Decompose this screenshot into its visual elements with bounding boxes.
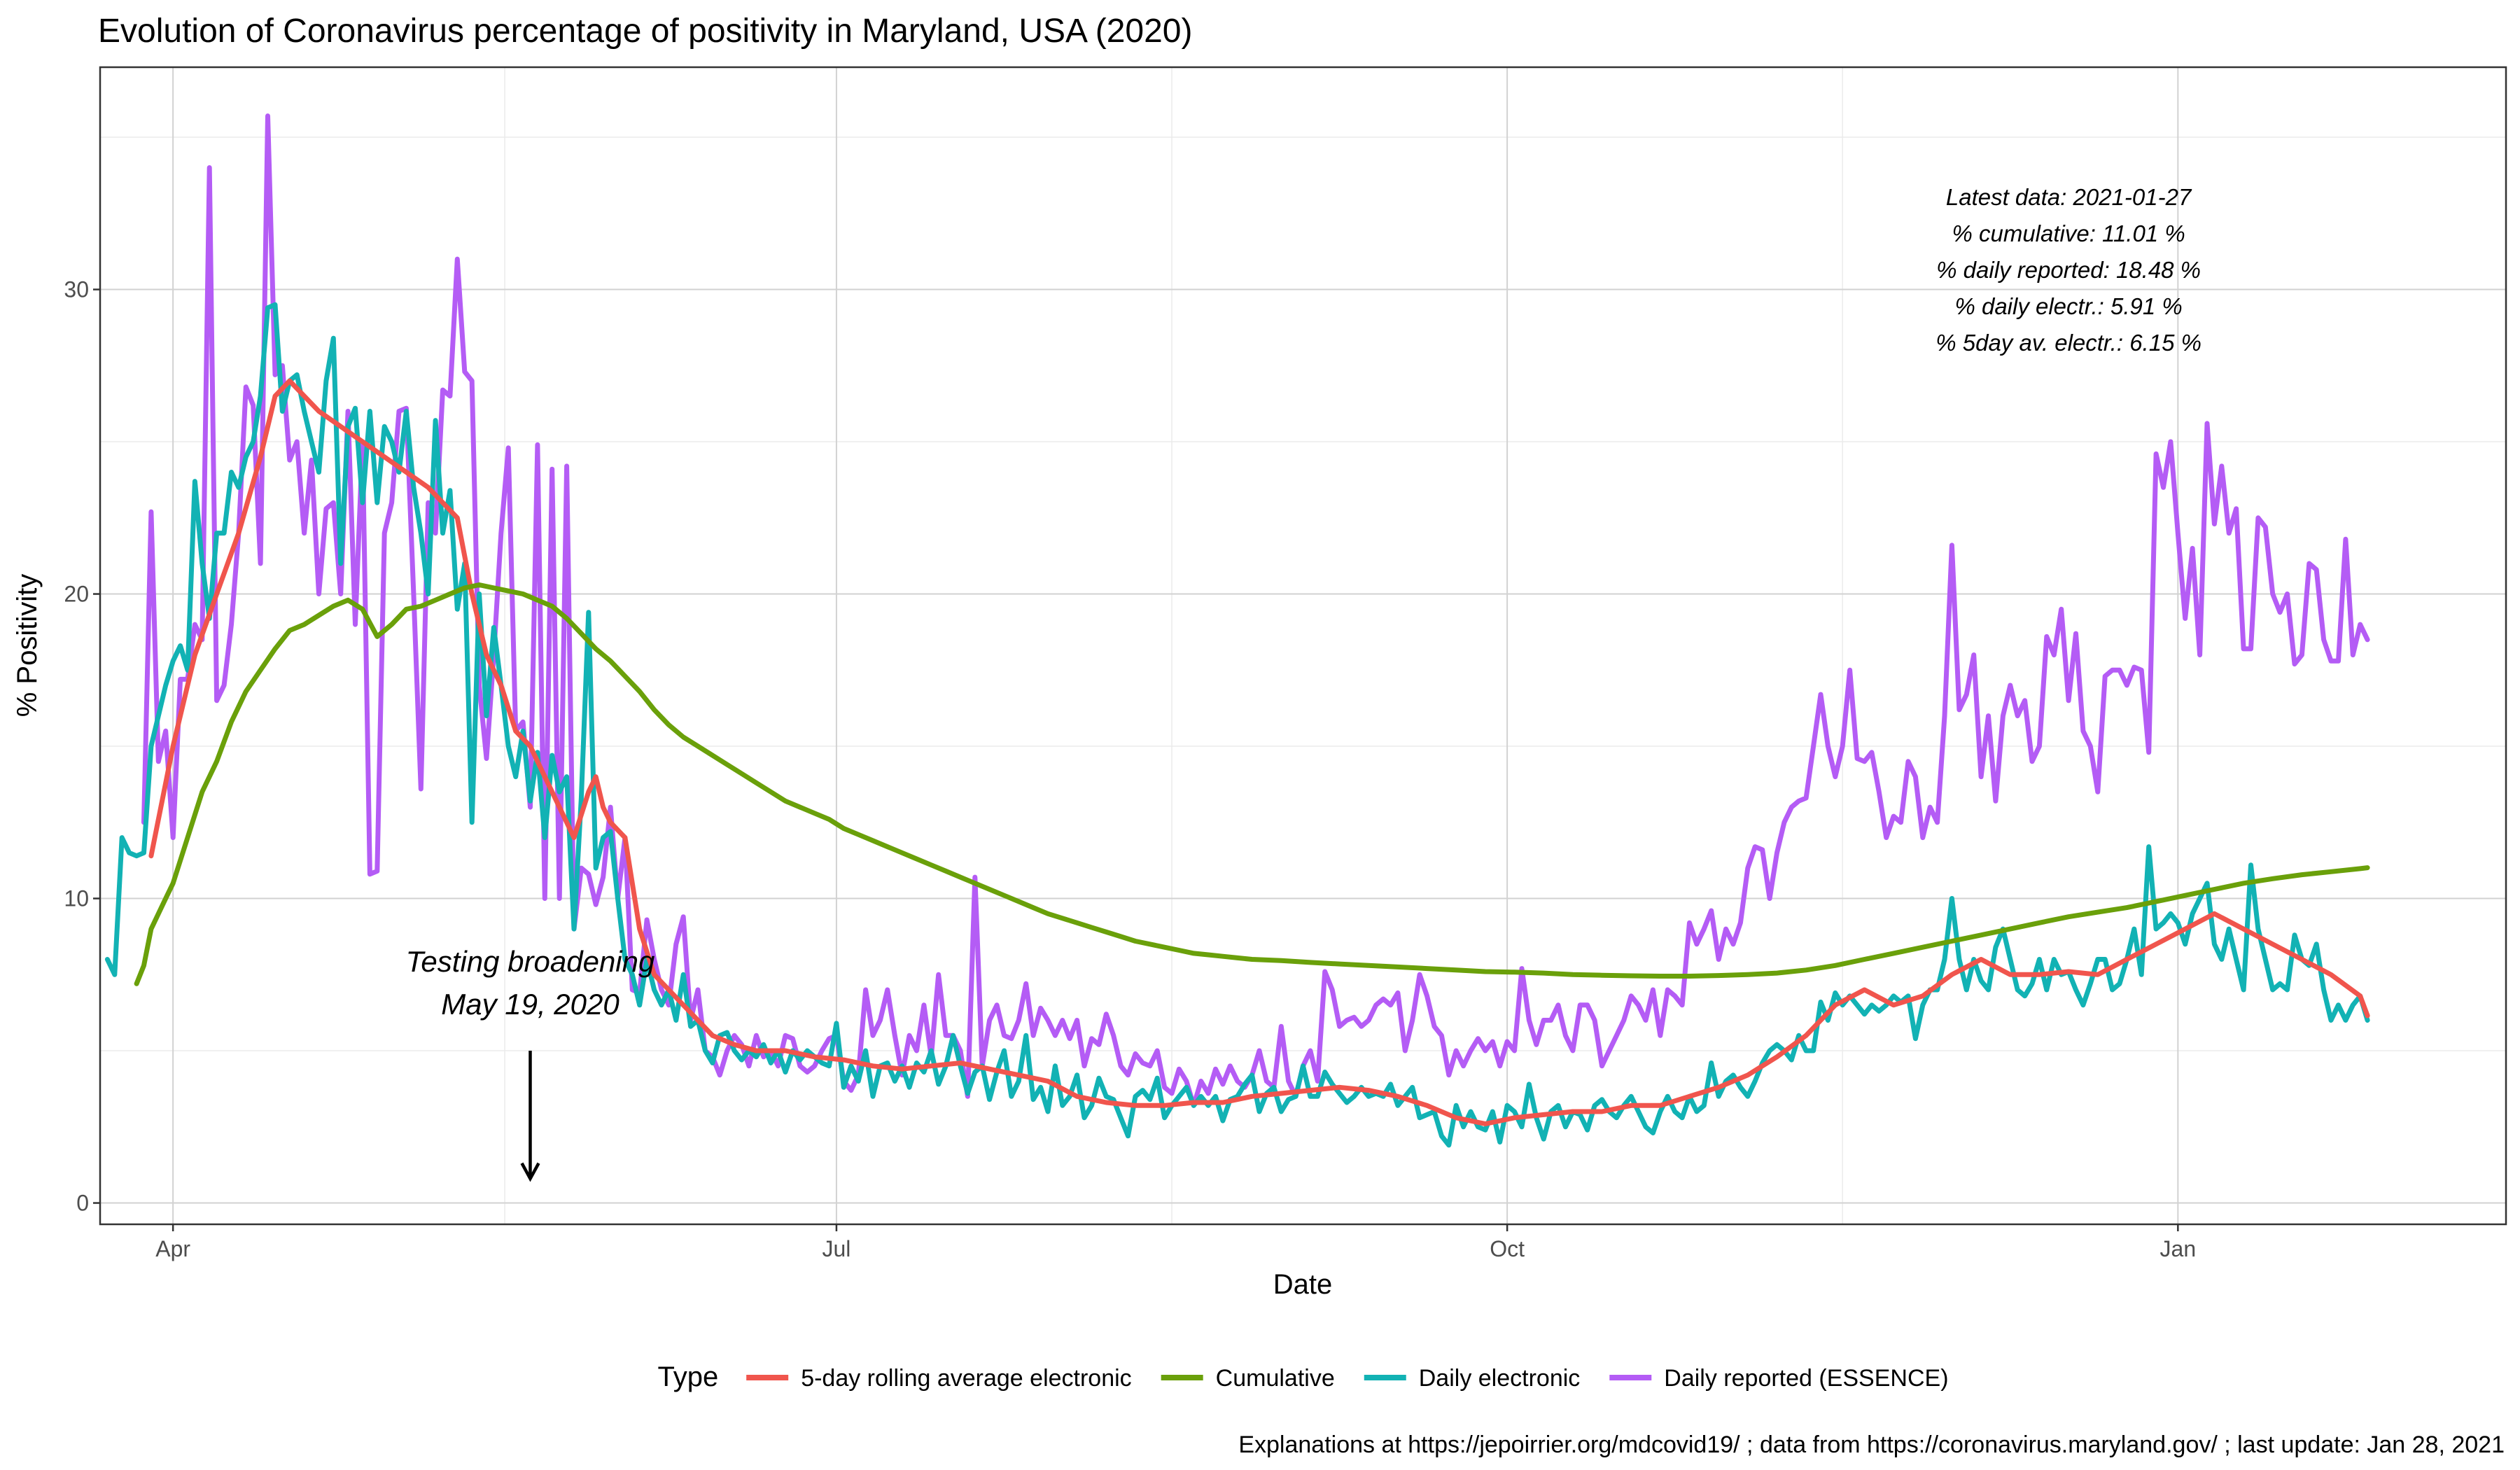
legend-label: Daily electronic — [1419, 1365, 1581, 1392]
stats-line: % daily electr.: 5.91 % — [1954, 293, 2182, 319]
legend-title: Type — [657, 1362, 718, 1392]
stats-line: Latest data: 2021-01-27 — [1946, 184, 2192, 210]
caption: Explanations at https://jepoirrier.org/m… — [1238, 1432, 2505, 1458]
legend: Type 5-day rolling average electronic Cum… — [657, 1362, 1948, 1392]
plot-panel — [100, 67, 2506, 1224]
y-tick-label: 30 — [64, 277, 89, 302]
x-axis: Apr Jul Oct Jan — [155, 1224, 2196, 1261]
chart-title: Evolution of Coronavirus percentage of p… — [98, 13, 1192, 50]
grid — [100, 67, 2506, 1224]
x-tick-label: Oct — [1490, 1236, 1525, 1261]
legend-label: Cumulative — [1216, 1365, 1335, 1392]
latest-stats: Latest data: 2021-01-27 % cumulative: 11.… — [1935, 184, 2202, 356]
series-layer — [104, 113, 2370, 1148]
event-annotation-line-1: Testing broadening — [406, 945, 655, 978]
legend-label: Daily reported (ESSENCE) — [1664, 1365, 1948, 1392]
series-line-daily-electronic — [104, 302, 2370, 1148]
x-tick-label: Jul — [822, 1236, 850, 1261]
annotations: Testing broadening May 19, 2020 Latest d… — [406, 184, 2202, 1182]
stats-line: % cumulative: 11.01 % — [1952, 220, 2185, 246]
y-tick-label: 10 — [64, 886, 89, 911]
y-axis-label: % Positivity — [12, 574, 43, 718]
event-annotation-line-2: May 19, 2020 — [441, 988, 620, 1021]
event-arrowhead — [520, 1162, 540, 1182]
series-line-cumulative — [134, 582, 2370, 986]
x-tick-label: Apr — [155, 1236, 190, 1261]
y-tick-label: 0 — [76, 1191, 89, 1216]
stats-line: % 5day av. electr.: 6.15 % — [1935, 330, 2202, 356]
x-axis-label: Date — [1273, 1269, 1333, 1300]
stats-line: % daily reported: 18.48 % — [1936, 257, 2201, 283]
series-line-daily-reported-essence — [141, 113, 2370, 1108]
y-axis: 0 10 20 30 — [64, 277, 100, 1216]
y-tick-label: 20 — [64, 582, 89, 607]
plot-area: 0 10 20 30 Apr Jul Oct Jan — [64, 66, 2507, 1261]
legend-label: 5-day rolling average electronic — [801, 1365, 1131, 1392]
series-line-5-day-rolling-average-electronic — [148, 378, 2370, 1126]
plot-border — [99, 66, 2507, 1226]
x-tick-label: Jan — [2160, 1236, 2197, 1261]
